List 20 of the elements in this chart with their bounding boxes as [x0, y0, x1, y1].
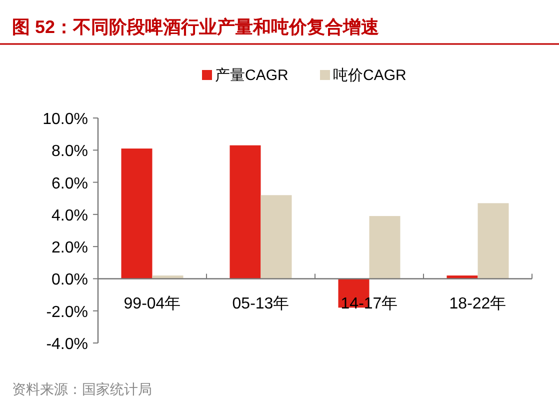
x-tick-label: 05-13年 — [232, 296, 290, 313]
x-tick-label: 18-22年 — [449, 296, 506, 313]
legend-label: 产量CAGR — [215, 67, 289, 84]
bar — [369, 216, 400, 279]
bar — [230, 145, 261, 279]
bar — [260, 195, 292, 279]
y-tick-label: 0.0% — [52, 272, 88, 289]
y-tick-label: 2.0% — [52, 240, 88, 257]
y-tick-label: 6.0% — [52, 175, 88, 192]
y-tick-label: 10.0% — [42, 111, 88, 128]
y-tick-label: 4.0% — [52, 207, 88, 224]
legend-label: 吨价CAGR — [333, 67, 407, 84]
bar — [121, 148, 152, 279]
text: 资料来源：国家统计局 — [12, 381, 152, 397]
chart-title: 图 52：不同阶段啤酒行业产量和吨价复合增速 — [12, 17, 380, 37]
y-tick-label: -4.0% — [46, 336, 88, 353]
y-tick-label: -2.0% — [46, 304, 88, 321]
x-tick-label: 99-04年 — [124, 296, 181, 313]
y-tick-label: 8.0% — [52, 143, 88, 160]
bar — [478, 203, 509, 279]
